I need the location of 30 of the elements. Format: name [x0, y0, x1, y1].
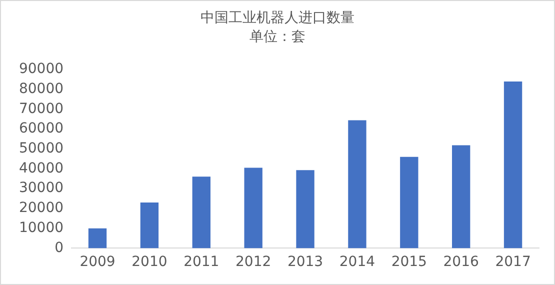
y-tick-label: 80000: [18, 80, 64, 97]
x-tick-label: 2013: [287, 254, 324, 270]
bar: [348, 120, 366, 248]
bar: [88, 228, 107, 248]
x-tick-label: 2010: [132, 254, 168, 270]
bar: [296, 170, 314, 248]
y-tick-label: 40000: [18, 160, 64, 176]
bar: [140, 202, 159, 248]
x-tick-label: 2017: [495, 254, 531, 270]
chart-title: 中国工业机器人进口数量: [200, 9, 356, 28]
y-tick-label: 30000: [18, 180, 64, 196]
y-tick-label: 60000: [18, 120, 64, 137]
y-tick-label: 70000: [18, 100, 64, 117]
x-tick-label: 2011: [184, 254, 220, 270]
x-tick-label: 2015: [391, 254, 427, 270]
y-tick-label: 10000: [18, 220, 64, 236]
bar: [192, 176, 210, 248]
y-tick-label: 20000: [18, 200, 64, 216]
x-tick-label: 2009: [80, 254, 116, 270]
chart-subtitle: 单位：套: [248, 28, 306, 47]
y-tick-label: 50000: [18, 140, 64, 157]
bar: [244, 168, 262, 248]
x-tick-label: 2012: [236, 254, 272, 270]
bar: [504, 82, 522, 248]
y-tick-label: 90000: [18, 61, 64, 78]
y-tick-label: 0: [54, 240, 64, 256]
x-tick-label: 2016: [443, 254, 479, 270]
bar: [400, 156, 418, 248]
bar: [452, 145, 470, 248]
x-tick-label: 2014: [339, 254, 376, 270]
